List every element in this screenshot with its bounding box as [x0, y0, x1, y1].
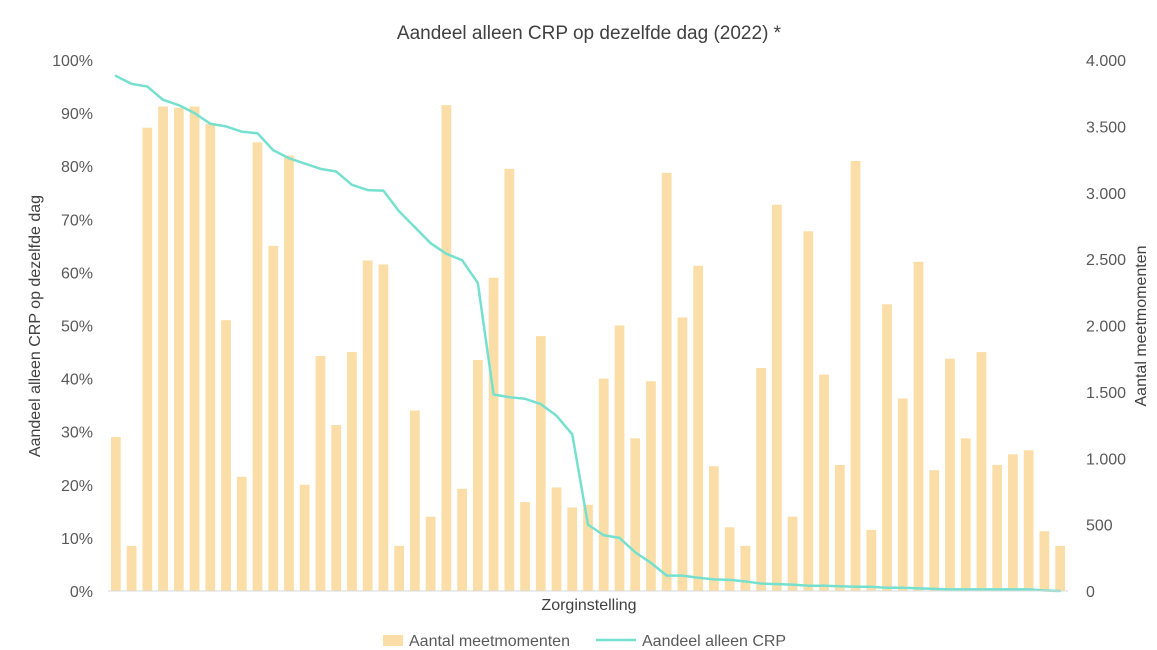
bar — [410, 410, 420, 591]
y-right-tick-label: 1.500 — [1086, 385, 1126, 402]
bar — [756, 367, 766, 591]
y-right-tick-label: 3.000 — [1086, 186, 1126, 203]
y-left-tick-label: 40% — [61, 372, 93, 389]
bar — [268, 245, 279, 591]
bar — [897, 398, 908, 591]
y-left-tick-label: 70% — [61, 212, 93, 229]
bar — [614, 325, 625, 591]
y-left-tick-label: 30% — [61, 425, 93, 442]
bar — [535, 336, 546, 591]
bar — [724, 527, 735, 591]
bar — [834, 464, 845, 591]
bar — [299, 484, 310, 591]
chart-title: Aandeel alleen CRP op dezelfde dag (2022… — [397, 23, 782, 44]
y-left-tick-label: 100% — [52, 53, 93, 70]
bar — [929, 470, 940, 591]
y-right-tick-label: 2.500 — [1086, 252, 1126, 269]
bar — [960, 438, 971, 591]
y-right-tick-label: 0 — [1086, 584, 1095, 601]
bar — [1008, 454, 1018, 591]
legend: Aantal meetmomenten Aandeel alleen CRP — [383, 633, 786, 650]
y-right-tick-label: 500 — [1086, 518, 1113, 535]
bar — [787, 516, 798, 591]
bar — [142, 127, 153, 591]
y-left-tick-label: 80% — [61, 159, 93, 176]
bar — [472, 360, 483, 591]
bar — [189, 106, 200, 592]
y-right-tick-label: 1.000 — [1086, 451, 1126, 468]
bar — [504, 168, 515, 591]
bar — [488, 277, 499, 591]
bar — [1039, 531, 1050, 591]
bar — [173, 107, 184, 591]
y-left-tick-label: 20% — [61, 478, 93, 495]
y-right-tick-label: 2.000 — [1086, 319, 1126, 336]
bar — [976, 352, 987, 591]
y-left-tick-label: 10% — [61, 531, 93, 548]
bar — [205, 123, 216, 591]
bar — [740, 545, 751, 591]
bar — [661, 172, 672, 591]
line-series-layer — [114, 74, 1062, 593]
bar — [677, 317, 688, 591]
bar — [221, 320, 231, 591]
y-left-tick-label: 0% — [70, 584, 93, 601]
bar — [693, 265, 704, 591]
legend-label-line: Aandeel alleen CRP — [642, 633, 786, 650]
bar — [362, 260, 373, 591]
bar — [598, 378, 609, 591]
y-axis-left-label: Aandeel alleen CRP op dezelfde dag — [27, 195, 44, 457]
bar — [850, 160, 861, 591]
bar — [819, 374, 829, 591]
bar — [646, 381, 656, 591]
bar — [347, 352, 357, 591]
bar — [236, 476, 247, 591]
legend-label-bar: Aantal meetmomenten — [409, 633, 570, 650]
bar — [252, 142, 263, 591]
bar — [567, 507, 578, 591]
y-right-tick-label: 4.000 — [1086, 53, 1126, 70]
bar — [126, 545, 137, 591]
bar — [803, 231, 814, 591]
bar — [158, 106, 168, 592]
bar — [945, 358, 955, 591]
bar — [441, 105, 452, 591]
y-right-tick-label: 3.500 — [1086, 119, 1126, 136]
bar — [331, 425, 342, 591]
right-axis-ticks: 0 500 1.000 1.500 2.000 2.500 3.000 3.500 4.000 — [1086, 53, 1126, 601]
legend-swatch-bar — [383, 635, 403, 646]
bar — [315, 356, 326, 591]
bar — [284, 155, 294, 591]
x-axis-label: Zorginstelling — [541, 597, 636, 614]
bar — [583, 504, 593, 591]
bar — [394, 545, 405, 591]
series-line — [114, 74, 1062, 593]
bar — [551, 487, 562, 591]
bar — [992, 464, 1003, 591]
y-left-tick-label: 90% — [61, 106, 93, 123]
bar — [378, 264, 389, 591]
bar — [771, 204, 782, 591]
bar — [1023, 450, 1034, 591]
bar — [882, 304, 892, 591]
left-axis-ticks: 0% 10% 20% 30% 40% 50% 60% 70% 80% 90% 100% — [52, 53, 93, 601]
bar — [630, 438, 641, 591]
bar — [709, 466, 719, 591]
bar-series — [110, 105, 1066, 592]
bar — [425, 516, 436, 591]
bar — [457, 488, 467, 591]
bar — [520, 502, 530, 591]
y-axis-right-label: Aantal meetmomenten — [1133, 246, 1150, 407]
y-left-tick-label: 60% — [61, 265, 93, 282]
y-left-tick-label: 50% — [61, 319, 93, 336]
bar — [913, 261, 924, 591]
bar — [110, 437, 121, 591]
bar — [866, 529, 877, 591]
bar — [1055, 545, 1066, 591]
